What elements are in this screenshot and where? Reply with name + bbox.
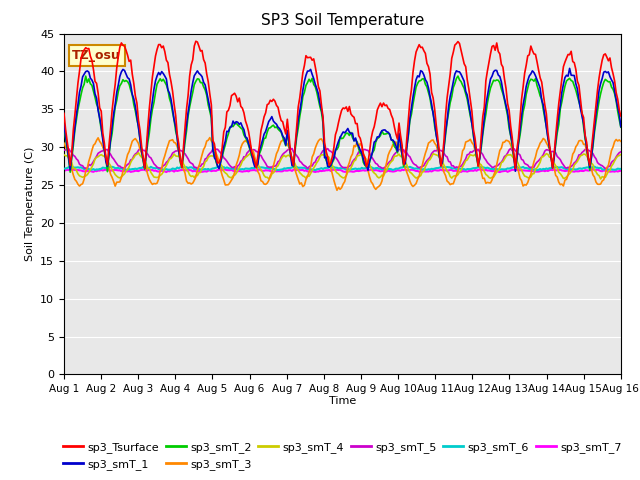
Title: SP3 Soil Temperature: SP3 Soil Temperature	[260, 13, 424, 28]
Legend: sp3_Tsurface, sp3_smT_1, sp3_smT_2, sp3_smT_3, sp3_smT_4, sp3_smT_5, sp3_smT_6, : sp3_Tsurface, sp3_smT_1, sp3_smT_2, sp3_…	[58, 438, 627, 474]
Y-axis label: Soil Temperature (C): Soil Temperature (C)	[24, 147, 35, 261]
Text: TZ_osu: TZ_osu	[72, 49, 121, 62]
X-axis label: Time: Time	[329, 396, 356, 406]
